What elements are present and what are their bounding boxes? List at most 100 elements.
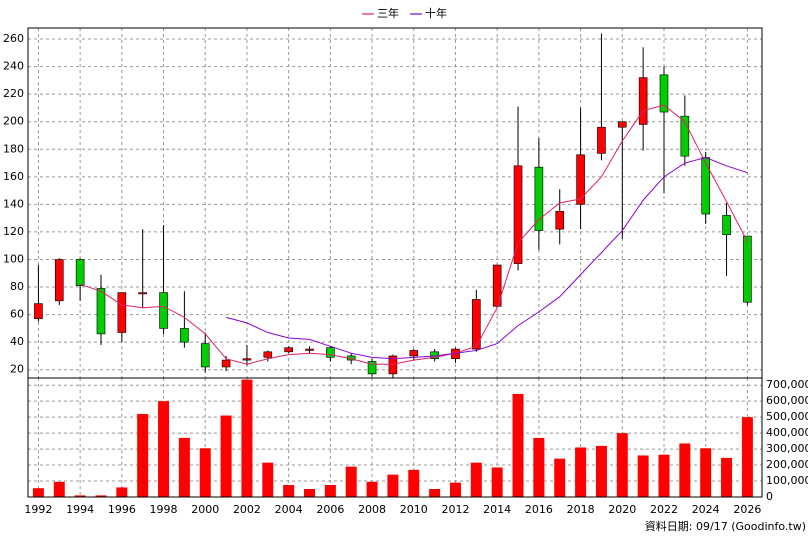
candle-body [34, 303, 43, 320]
volume-bar [575, 447, 587, 497]
volume-bar [637, 455, 649, 497]
candle-body [388, 355, 398, 375]
candle-body [576, 154, 585, 205]
volume-bar [721, 457, 733, 497]
y2-tick-label: 100,000 [766, 474, 808, 487]
candle-body [659, 74, 669, 113]
x-tick-label: 1996 [108, 503, 136, 516]
x-tick-label: 2026 [733, 503, 761, 516]
candle-body [701, 157, 710, 215]
volume-bar [158, 401, 170, 497]
volume-bar [387, 474, 399, 497]
candle-body [743, 235, 752, 303]
candle-body [138, 292, 147, 295]
y-tick-label: 80 [10, 280, 24, 293]
candle-body [638, 77, 648, 125]
volume-bar [116, 487, 128, 497]
y-tick-label: 60 [10, 308, 24, 321]
volume-bar [554, 458, 566, 497]
x-tick-label: 1992 [24, 503, 52, 516]
volume-bar [304, 489, 316, 497]
volume-bar [95, 495, 107, 497]
x-tick-label: 2006 [316, 503, 344, 516]
candle-body [284, 347, 293, 353]
x-tick-label: 1998 [150, 503, 178, 516]
y-tick-label: 20 [10, 363, 24, 376]
volume-bar [512, 393, 524, 497]
y2-tick-label: 700,000 [766, 378, 808, 391]
y-tick-label: 180 [3, 142, 24, 155]
x-tick-label: 2010 [400, 503, 428, 516]
candle-body [409, 350, 419, 357]
x-tick-label: 2014 [483, 503, 511, 516]
candle-body [75, 259, 85, 286]
x-tick-label: 1994 [66, 503, 94, 516]
candle-body [513, 165, 523, 264]
candle-body [221, 359, 231, 368]
x-tick-label: 2002 [233, 503, 261, 516]
volume-bar [491, 467, 503, 497]
volume-bar [137, 413, 149, 497]
x-tick-label: 2018 [567, 503, 595, 516]
candle-body [555, 210, 565, 230]
volume-bar [241, 379, 253, 497]
candle-body [242, 358, 252, 361]
y-tick-label: 100 [3, 252, 24, 265]
candle-body [305, 348, 314, 351]
volume-bar [700, 448, 712, 497]
volume-bar [470, 462, 482, 497]
x-tick-label: 2004 [275, 503, 303, 516]
x-tick-label: 2012 [441, 503, 469, 516]
footer: 資料日期: 09/17 (Goodinfo.tw) [645, 519, 806, 533]
x-tick-label: 2020 [608, 503, 636, 516]
volume-bar [449, 482, 461, 497]
candle-body [472, 299, 481, 350]
x-tick-label: 2000 [191, 503, 219, 516]
candle-body [617, 121, 627, 128]
candle-body [680, 115, 690, 157]
candle-body [200, 343, 210, 368]
legend-label: 十年 [425, 6, 447, 20]
candle-body [117, 292, 127, 333]
legend-label: 三年 [377, 6, 399, 20]
volume-bar [32, 488, 44, 497]
volume-bar [741, 417, 753, 497]
volume-bar [658, 454, 670, 497]
volume-bar [408, 469, 420, 497]
volume-bar [220, 415, 232, 497]
volume-bar [345, 466, 357, 497]
y2-tick-label: 500,000 [766, 410, 808, 423]
volume-bar [178, 437, 190, 497]
y2-tick-label: 400,000 [766, 426, 808, 439]
ma-line [79, 104, 748, 365]
x-tick-label: 2016 [525, 503, 553, 516]
candle-body [180, 328, 189, 343]
y2-tick-label: 600,000 [766, 394, 808, 407]
x-tick-label: 2008 [358, 503, 386, 516]
y2-tick-label: 300,000 [766, 442, 808, 455]
x-tick-label: 2024 [692, 503, 720, 516]
volume-bar [595, 445, 607, 497]
volume-bar [199, 448, 211, 497]
volume-bar [533, 437, 545, 497]
candle-body [96, 288, 106, 335]
volume-bar [366, 481, 378, 497]
volume-bar [53, 481, 65, 497]
volume-bar [679, 443, 691, 497]
volume-bar [262, 462, 274, 497]
candle-body [722, 215, 731, 235]
volume-bar [429, 489, 441, 497]
volume-bar [324, 485, 336, 497]
candle-body [367, 361, 377, 375]
y-tick-label: 40 [10, 335, 24, 348]
candle-body [534, 166, 544, 231]
plot-border [27, 377, 763, 498]
y-tick-label: 140 [3, 197, 24, 210]
y-tick-label: 240 [3, 60, 24, 73]
candle-body [597, 126, 606, 154]
ma-line [225, 157, 748, 360]
y2-tick-label: 0 [766, 490, 773, 503]
y-tick-label: 260 [3, 32, 24, 45]
